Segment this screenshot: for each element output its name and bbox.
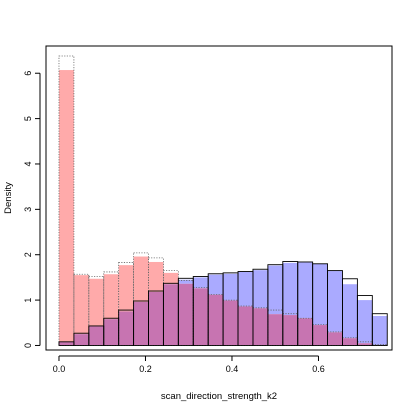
x-tick-label: 0.0 [53, 364, 66, 374]
histogram-bar-overlap [327, 332, 343, 346]
x-axis-title: scan_direction_strength_k2 [161, 391, 277, 402]
histogram-bar-overlap [297, 318, 313, 346]
y-tick-label: 2 [23, 252, 33, 257]
histogram-bar-upper [372, 315, 388, 346]
histogram-bar-upper [208, 274, 224, 295]
histogram-bar-upper [357, 300, 373, 344]
histogram-bar-upper [267, 265, 283, 315]
histogram-bar-overlap [312, 325, 328, 346]
y-tick-label: 5 [23, 116, 33, 121]
y-tick-label: 3 [23, 207, 33, 212]
histogram-bar-upper [282, 262, 298, 316]
outline-layer [58, 55, 388, 346]
histogram-bar-overlap [148, 291, 164, 346]
y-tick-label: 0 [23, 343, 33, 348]
histogram-bar-overlap [238, 306, 253, 346]
histogram-bar-overlap [357, 343, 373, 346]
x-tick-label: 0.4 [226, 364, 239, 374]
y-axis: 0 1 2 3 4 5 6 [23, 71, 41, 348]
histogram-bar-upper [297, 262, 313, 319]
y-tick-label: 4 [23, 161, 33, 166]
histogram-bar-overlap [223, 300, 239, 346]
histogram-outline-blue [371, 313, 388, 346]
histogram-bar-overlap [163, 284, 179, 346]
histogram-bar-overlap [282, 315, 298, 346]
histogram-bar-upper [342, 284, 358, 339]
histogram-outline-red [118, 262, 134, 346]
histogram-bar-upper [327, 271, 343, 333]
histogram-bar-upper [133, 256, 149, 302]
histogram-bar-upper [58, 70, 74, 342]
histogram-bar-upper [252, 270, 268, 309]
histogram-bar-overlap [103, 319, 119, 346]
histogram-bar-upper [88, 278, 104, 327]
bars-layer [58, 70, 388, 346]
x-tick-label: 0.6 [312, 364, 325, 374]
histogram-bar-upper [238, 271, 253, 307]
histogram-bar-upper [148, 261, 164, 292]
histogram-bar-overlap [73, 334, 89, 346]
histogram-bar-upper [193, 277, 209, 289]
histogram-bar-overlap [267, 314, 283, 346]
x-tick-label: 0.2 [139, 364, 152, 374]
histogram-bar-overlap [88, 326, 104, 346]
histogram-bar-overlap [178, 283, 194, 346]
histogram-bar-overlap [208, 294, 224, 346]
plot-frame [45, 45, 393, 351]
histogram-bar-upper [118, 265, 134, 312]
histogram-bar-overlap [118, 311, 134, 346]
histogram-bar-upper [223, 273, 239, 301]
histogram-bar-upper [178, 279, 194, 284]
histogram-outline-red [58, 55, 75, 346]
histogram-bar-upper [163, 272, 179, 285]
histogram-bar-overlap [133, 301, 149, 346]
histogram-bar-overlap [252, 308, 268, 346]
y-tick-label: 6 [23, 71, 33, 76]
histogram-bar-upper [103, 274, 119, 320]
histogram-bar-overlap [342, 338, 358, 346]
y-axis-title: Density [3, 182, 14, 214]
x-axis: 0.0 0.2 0.4 0.6 [53, 355, 325, 374]
histogram-bar-overlap [58, 341, 74, 346]
y-tick-label: 1 [23, 298, 33, 303]
histogram-bar-upper [73, 275, 89, 335]
histogram-bar-overlap [193, 288, 209, 346]
histogram-bar-upper [312, 263, 328, 326]
